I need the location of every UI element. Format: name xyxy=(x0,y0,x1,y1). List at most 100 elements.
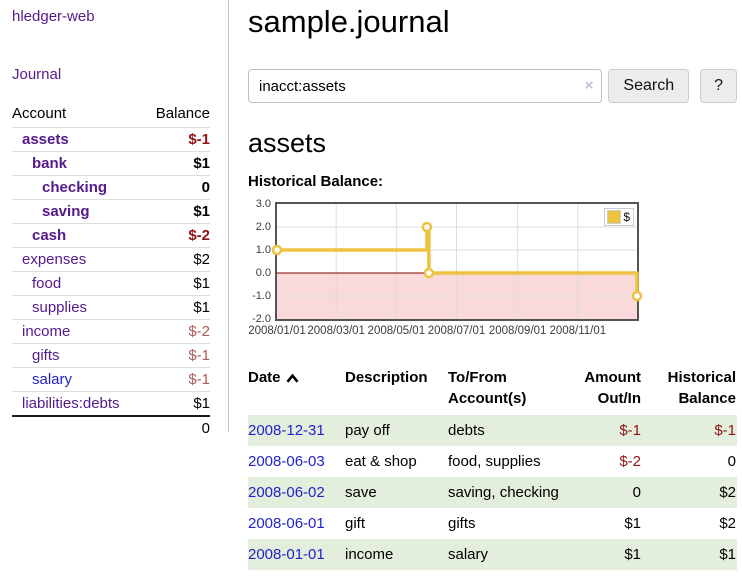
account-balance: $-2 xyxy=(143,223,210,248)
account-link[interactable]: assets xyxy=(22,131,69,148)
transaction-amount: 0 xyxy=(632,484,641,501)
transaction-accounts: food, supplies xyxy=(448,453,541,470)
account-balance: 0 xyxy=(143,175,210,200)
chart-legend: $ xyxy=(604,208,634,226)
account-balance: $1 xyxy=(143,151,210,176)
register-table-body: 2008-12-31 pay off debts $-1 $-1 2008-06-03 ea… xyxy=(248,415,737,570)
account-balance: $2 xyxy=(143,247,210,272)
transaction-amount: $-1 xyxy=(619,422,641,439)
transaction-balance: $2 xyxy=(719,515,736,532)
account-link[interactable]: supplies xyxy=(32,299,88,316)
register-header-amount: Amount Out/In xyxy=(584,369,641,407)
transaction-amount: $1 xyxy=(624,546,641,563)
x-axis-tick-label: 2008/01/01 xyxy=(248,325,306,337)
account-link[interactable]: salary xyxy=(32,371,73,388)
register-row: 2008-06-01 gift gifts $1 $2 xyxy=(248,508,737,539)
account-link[interactable]: gifts xyxy=(32,347,60,364)
account-balance: $-1 xyxy=(143,343,210,368)
account-balance: $1 xyxy=(143,199,210,224)
register-row: 2008-06-02 save saving, checking 0 $2 xyxy=(248,477,737,508)
transaction-date-link[interactable]: 2008-01-01 xyxy=(248,546,325,563)
accounts-table-body: assets $-1 bank $1 checking 0 saving $1 cash $-2 e… xyxy=(12,127,210,416)
search-form: × Search ? xyxy=(248,69,737,103)
transaction-accounts: saving, checking xyxy=(448,484,559,501)
search-input[interactable] xyxy=(248,69,603,103)
accounts-total-value: 0 xyxy=(143,415,210,440)
register-row: 2008-01-01 income salary $1 $1 xyxy=(248,539,737,570)
register-header-description: Description xyxy=(345,369,428,386)
account-link[interactable]: income xyxy=(22,323,71,340)
x-axis-tick-label: 2008/07/01 xyxy=(427,325,486,337)
help-button[interactable]: ? xyxy=(700,69,737,103)
account-row: income $-2 xyxy=(12,319,210,344)
page-title: sample.journal xyxy=(248,4,450,39)
account-row: cash $-2 xyxy=(12,223,210,248)
sort-asc-icon xyxy=(286,368,299,389)
transaction-accounts: gifts xyxy=(448,515,476,532)
main-content: sample.journal × Search ? assets Histori… xyxy=(248,0,737,570)
account-row: expenses $2 xyxy=(12,247,210,272)
transaction-balance: $-1 xyxy=(714,422,736,439)
legend-swatch-icon xyxy=(607,210,622,224)
account-balance: $-1 xyxy=(143,367,210,392)
account-balance: $1 xyxy=(143,391,210,416)
register-row: 2008-06-03 eat & shop food, supplies $-2 0 xyxy=(248,446,737,477)
transaction-balance: $1 xyxy=(719,546,736,563)
account-row: supplies $1 xyxy=(12,295,210,320)
accounts-table: Account Balance assets $-1 bank $1 checking 0… xyxy=(12,101,210,440)
x-axis-tick-label: 2008/09/01 xyxy=(488,325,547,337)
account-row: gifts $-1 xyxy=(12,343,210,368)
accounts-header-account: Account xyxy=(12,105,67,122)
sidebar: hledger-web Journal Account Balance asse… xyxy=(0,0,229,440)
clear-search-icon[interactable]: × xyxy=(584,77,594,94)
y-axis-tick-label: 3.0 xyxy=(255,198,271,210)
transaction-description: pay off xyxy=(345,422,390,439)
account-link[interactable]: cash xyxy=(32,227,67,244)
account-link[interactable]: bank xyxy=(32,155,68,172)
transaction-balance: $2 xyxy=(719,484,736,501)
account-link[interactable]: saving xyxy=(42,203,90,220)
transaction-date-link[interactable]: 2008-06-02 xyxy=(248,484,325,501)
y-axis-tick-label: 1.0 xyxy=(255,244,271,256)
account-heading: assets xyxy=(248,128,327,158)
account-row: salary $-1 xyxy=(12,367,210,392)
sidebar-item-journal[interactable]: Journal xyxy=(12,66,62,83)
account-link[interactable]: expenses xyxy=(22,251,87,268)
transaction-amount: $1 xyxy=(624,515,641,532)
transaction-accounts: salary xyxy=(448,546,489,563)
register-header-date[interactable]: Date xyxy=(248,365,345,415)
account-row: saving $1 xyxy=(12,199,210,224)
transaction-date-link[interactable]: 2008-06-03 xyxy=(248,453,325,470)
transaction-date-link[interactable]: 2008-12-31 xyxy=(248,422,325,439)
account-row: food $1 xyxy=(12,271,210,296)
x-axis-tick-label: 2008/03/01 xyxy=(307,325,365,337)
chart-plot-area: $ xyxy=(271,202,643,321)
account-link[interactable]: checking xyxy=(42,179,108,196)
account-row: assets $-1 xyxy=(12,127,210,152)
account-row: liabilities:debts $1 xyxy=(12,391,210,416)
x-axis-tick-label: 2008/05/01 xyxy=(367,325,426,337)
legend-label: $ xyxy=(623,210,630,224)
chart-heading: Historical Balance: xyxy=(248,173,384,190)
transaction-balance: 0 xyxy=(727,453,736,470)
accounts-header-balance: Balance xyxy=(155,105,210,122)
account-link[interactable]: liabilities:debts xyxy=(22,395,120,412)
accounts-total-row: 0 xyxy=(12,415,210,440)
search-button[interactable]: Search xyxy=(608,69,690,103)
transaction-description: eat & shop xyxy=(345,453,417,470)
y-axis-tick-label: -1.0 xyxy=(252,290,271,302)
register-header-accounts: To/From Account(s) xyxy=(448,369,527,407)
transaction-description: gift xyxy=(345,515,366,532)
app-brand-link[interactable]: hledger-web xyxy=(12,8,95,25)
account-balance: $-2 xyxy=(143,319,210,344)
account-balance: $1 xyxy=(143,295,210,320)
transaction-accounts: debts xyxy=(448,422,485,439)
account-balance: $1 xyxy=(143,271,210,296)
transaction-date-link[interactable]: 2008-06-01 xyxy=(248,515,325,532)
transaction-description: save xyxy=(345,484,377,501)
account-link[interactable]: food xyxy=(32,275,62,292)
historical-balance-chart: $ 3.0 2.0 1.0 0.0 -1.0 -2.0 2008/01/01 2008/03/… xyxy=(248,198,737,342)
account-row: bank $1 xyxy=(12,151,210,176)
register-row: 2008-12-31 pay off debts $-1 $-1 xyxy=(248,415,737,446)
y-axis-tick-label: -2.0 xyxy=(252,313,271,325)
